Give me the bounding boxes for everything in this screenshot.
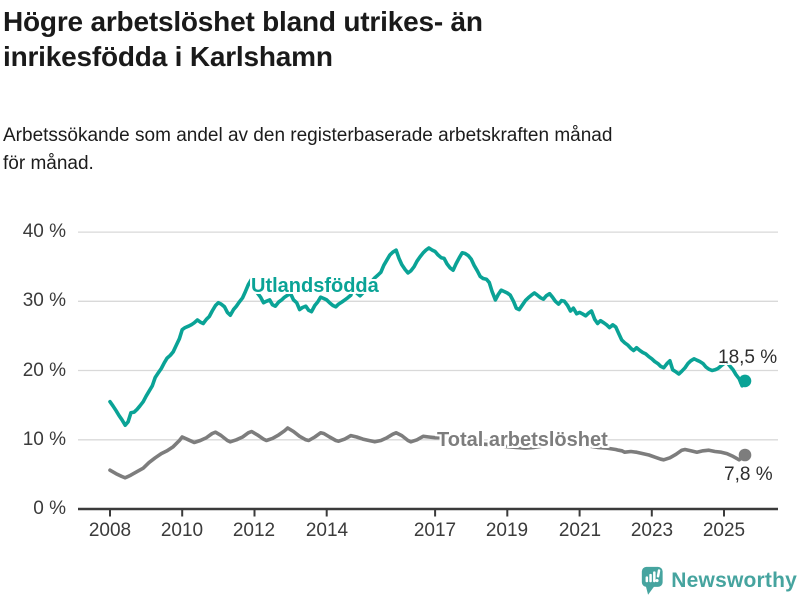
y-tick-label: 30 % xyxy=(22,290,66,311)
series-end-dot-utlandsfodda xyxy=(738,374,752,388)
x-tick-label: 2019 xyxy=(485,520,529,541)
series-label-total-arbetsloshet: Total arbetslöshet xyxy=(437,429,608,451)
x-tick-label: 2012 xyxy=(232,520,276,541)
x-tick-label: 2017 xyxy=(413,520,457,541)
y-tick-label: 40 % xyxy=(22,221,66,242)
x-tick-label: 2025 xyxy=(702,520,746,541)
chart-title-line-2: inrikesfödda i Karlshamn xyxy=(3,41,333,72)
chart-title-line-1: Högre arbetslöshet bland utrikes- än xyxy=(3,6,483,37)
brand-name: Newsworthy xyxy=(671,569,797,592)
chart-subtitle: Arbetssökande som andel av den registerb… xyxy=(3,122,793,178)
series-line-total-arbetsloshet xyxy=(108,426,747,480)
end-value-label-total: 7,8 % xyxy=(724,464,773,485)
x-tick-label: 2021 xyxy=(558,520,602,541)
y-tick-label: 20 % xyxy=(22,360,66,381)
y-tick-label: 0 % xyxy=(33,498,66,519)
y-tick-label: 10 % xyxy=(22,429,66,450)
chart-title: Högre arbetslöshet bland utrikes- än inr… xyxy=(3,4,793,74)
chart-subtitle-line-1: Arbetssökande som andel av den registerb… xyxy=(3,125,613,146)
x-tick-label: 2008 xyxy=(88,520,132,541)
newsworthy-bubble-chart-icon xyxy=(641,566,663,595)
x-tick-label: 2010 xyxy=(160,520,204,541)
end-value-label-utlandsfodda: 18,5 % xyxy=(718,347,778,368)
newsworthy-logo: Newsworthy xyxy=(641,562,797,600)
series-label-utlandsfodda: Utlandsfödda xyxy=(251,275,379,297)
chart-subtitle-line-2: för månad. xyxy=(3,153,94,174)
x-tick-label: 2014 xyxy=(305,520,349,541)
series-end-dot-total-arbetsloshet xyxy=(738,448,752,462)
x-tick-label: 2023 xyxy=(630,520,674,541)
series-line-utlandsfodda xyxy=(108,246,747,428)
